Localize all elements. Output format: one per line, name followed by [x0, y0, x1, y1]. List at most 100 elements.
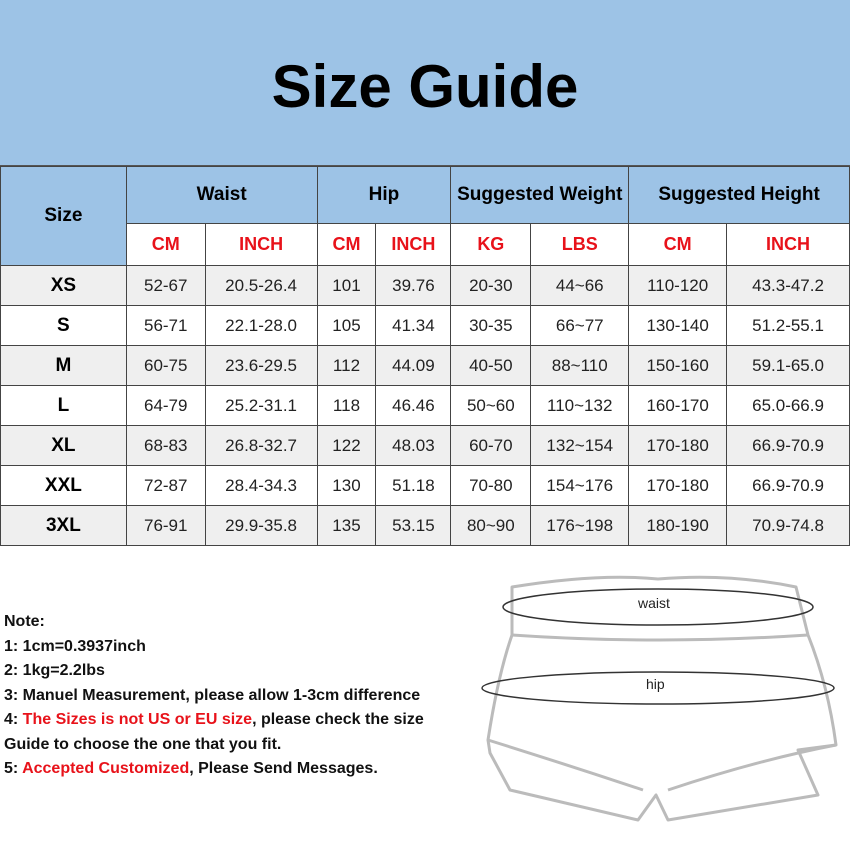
value-cell: 59.1-65.0	[726, 345, 850, 386]
value-cell: 105	[316, 305, 377, 346]
table-row: XL 68-83 26.8-32.7 122 48.03 60-70 132~154 170-…	[0, 425, 850, 466]
value-cell: 29.9-35.8	[204, 505, 318, 546]
value-cell: 52-67	[125, 265, 206, 306]
value-cell: 56-71	[125, 305, 206, 346]
note-3: 3: Manuel Measurement, please allow 1-3c…	[4, 686, 421, 704]
value-cell: 65.0-66.9	[726, 385, 850, 426]
hem-left	[487, 738, 644, 792]
value-cell: 180-190	[628, 505, 728, 546]
unit-header: KG	[450, 223, 532, 266]
note-4-prefix: 4:	[4, 711, 23, 728]
waist-measure-ring	[502, 588, 814, 626]
value-cell: 80~90	[450, 505, 532, 546]
value-cell: 160-170	[628, 385, 728, 426]
value-cell: 88~110	[530, 345, 630, 386]
group-header: Suggested Weight	[450, 166, 630, 224]
table-row: L 64-79 25.2-31.1 118 46.46 50~60 110~132 160-1…	[0, 385, 850, 426]
value-cell: 44.09	[375, 345, 452, 386]
value-cell: 28.4-34.3	[204, 465, 318, 506]
value-cell: 176~198	[530, 505, 630, 546]
title-band: Size Guide	[0, 0, 850, 166]
value-cell: 132~154	[530, 425, 630, 466]
value-cell: 150-160	[628, 345, 728, 386]
unit-header: CM	[316, 223, 377, 266]
value-cell: 43.3-47.2	[726, 265, 850, 306]
notes-heading: Note:	[4, 613, 45, 630]
value-cell: 110~132	[530, 385, 630, 426]
value-cell: 170-180	[628, 465, 728, 506]
value-cell: 70.9-74.8	[726, 505, 850, 546]
group-header: Suggested Height	[628, 166, 850, 224]
page-title: Size Guide	[271, 53, 579, 120]
group-header: Hip	[316, 166, 452, 224]
value-cell: 68-83	[125, 425, 206, 466]
note-1: 1: 1cm=0.3937inch	[4, 637, 146, 655]
value-cell: 154~176	[530, 465, 630, 506]
value-cell: 135	[316, 505, 377, 546]
value-cell: 118	[316, 385, 377, 426]
value-cell: 48.03	[375, 425, 452, 466]
unit-header: INCH	[375, 223, 452, 266]
notes: Note: 1: 1cm=0.3937inch 2: 1kg=2.2lbs 3:…	[4, 610, 464, 782]
hem-right	[667, 743, 837, 792]
table-row: XS 52-67 20.5-26.4 101 39.76 20-30 44~66 110-12…	[0, 265, 850, 306]
shorts-diagram: waist hip	[481, 575, 838, 822]
note-5-prefix: 5:	[4, 760, 23, 777]
value-cell: 64-79	[125, 385, 206, 426]
waistband-line	[511, 633, 809, 642]
value-cell: 40-50	[450, 345, 532, 386]
value-cell: 22.1-28.0	[204, 305, 318, 346]
value-cell: 23.6-29.5	[204, 345, 318, 386]
size-cell: XL	[0, 425, 127, 466]
value-cell: 20.5-26.4	[204, 265, 318, 306]
group-header: Waist	[125, 166, 318, 224]
value-cell: 122	[316, 425, 377, 466]
shorts-outline	[486, 575, 838, 822]
size-cell: M	[0, 345, 127, 386]
value-cell: 130-140	[628, 305, 728, 346]
unit-header: LBS	[530, 223, 630, 266]
value-cell: 72-87	[125, 465, 206, 506]
value-cell: 76-91	[125, 505, 206, 546]
note-5-highlight: Accepted Customized	[22, 760, 190, 777]
hip-measure-ring	[481, 671, 835, 705]
size-header: Size	[0, 166, 127, 266]
value-cell: 20-30	[450, 265, 532, 306]
table-row: M 60-75 23.6-29.5 112 44.09 40-50 88~110 150-16…	[0, 345, 850, 386]
value-cell: 26.8-32.7	[204, 425, 318, 466]
note-4-rest: , please check the size	[252, 711, 424, 728]
value-cell: 25.2-31.1	[204, 385, 318, 426]
hip-label: hip	[646, 676, 665, 692]
note-5: 5: Accepted Customized, Please Send Mess…	[4, 757, 464, 782]
value-cell: 51.2-55.1	[726, 305, 850, 346]
size-cell: 3XL	[0, 505, 127, 546]
value-cell: 46.46	[375, 385, 452, 426]
table-row: XXL 72-87 28.4-34.3 130 51.18 70-80 154~176 170…	[0, 465, 850, 506]
value-cell: 50~60	[450, 385, 532, 426]
note-4-continued: Guide to choose the one that you fit.	[4, 735, 282, 753]
unit-header: CM	[125, 223, 206, 266]
value-cell: 66~77	[530, 305, 630, 346]
value-cell: 170-180	[628, 425, 728, 466]
waist-label: waist	[637, 595, 670, 611]
size-table: Size Waist Hip Suggested Weight Suggeste…	[0, 166, 850, 546]
size-cell: XS	[0, 265, 127, 306]
value-cell: 112	[316, 345, 377, 386]
table-row: 3XL 76-91 29.9-35.8 135 53.15 80~90 176~198 180…	[0, 505, 850, 546]
value-cell: 101	[316, 265, 377, 306]
value-cell: 60-70	[450, 425, 532, 466]
unit-header: CM	[628, 223, 728, 266]
value-cell: 39.76	[375, 265, 452, 306]
value-cell: 66.9-70.9	[726, 425, 850, 466]
value-cell: 60-75	[125, 345, 206, 386]
note-5-rest: , Please Send Messages.	[189, 760, 378, 777]
note-4: 4: The Sizes is not US or EU size, pleas…	[4, 708, 464, 733]
table-row: S 56-71 22.1-28.0 105 41.34 30-35 66~77 130-140…	[0, 305, 850, 346]
value-cell: 53.15	[375, 505, 452, 546]
size-cell: XXL	[0, 465, 127, 506]
unit-header: INCH	[726, 223, 850, 266]
value-cell: 51.18	[375, 465, 452, 506]
value-cell: 44~66	[530, 265, 630, 306]
value-cell: 110-120	[628, 265, 728, 306]
value-cell: 30-35	[450, 305, 532, 346]
